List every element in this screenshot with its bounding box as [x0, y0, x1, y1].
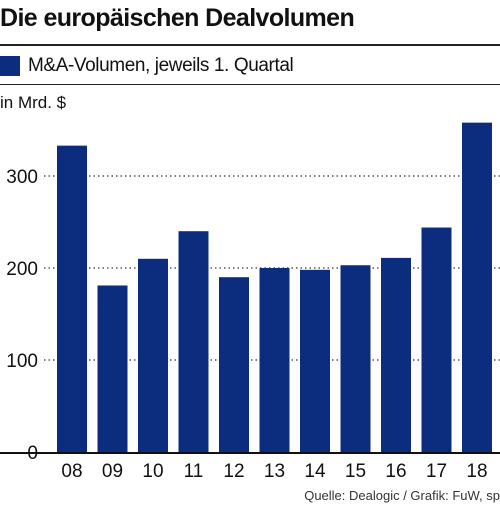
source-note: Quelle: Dealogic / Grafik: FuW, sp: [304, 488, 500, 503]
legend: M&A-Volumen, jeweils 1. Quartal: [0, 54, 294, 78]
x-tick-label: 18: [466, 461, 487, 482]
x-tick-label: 09: [102, 461, 123, 482]
x-tick-label: 15: [345, 461, 366, 482]
bar-10: [138, 258, 168, 452]
bar-09: [97, 285, 128, 452]
bar-13: [259, 268, 290, 452]
x-tick-label: 13: [264, 461, 285, 482]
bar-15: [340, 265, 371, 452]
title-rule: [0, 44, 500, 46]
legend-rule: [0, 84, 500, 85]
bar-11: [178, 231, 209, 452]
x-tick-label: 08: [61, 461, 82, 482]
y-tick-label: 300: [6, 167, 38, 188]
y-unit-label: in Mrd. $: [0, 93, 67, 112]
x-tick-label: 12: [223, 461, 244, 482]
bar-12: [219, 277, 249, 452]
y-tick-label: 100: [6, 351, 38, 372]
x-tick-label: 10: [142, 461, 163, 482]
legend-swatch: [0, 56, 20, 76]
bar-14: [300, 269, 330, 452]
y-tick-label: 200: [6, 259, 38, 280]
x-tick-label: 14: [304, 461, 326, 482]
x-tick-label: 11: [184, 461, 204, 482]
bar-18: [462, 122, 492, 452]
x-tick-label: 17: [426, 461, 447, 482]
bar-17: [421, 227, 452, 452]
chart-title: Die europäischen Dealvolumen: [0, 4, 355, 32]
bar-chart: in Mrd. $ 0100200300 0809101112131415161…: [0, 93, 500, 482]
bar-08: [57, 145, 87, 452]
x-tick-label: 16: [385, 461, 406, 482]
legend-label: M&A-Volumen, jeweils 1. Quartal: [28, 55, 294, 76]
bar-16: [381, 257, 411, 452]
